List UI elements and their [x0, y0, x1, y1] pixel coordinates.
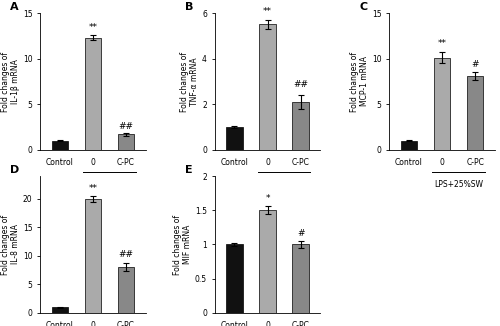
- Text: D: D: [10, 165, 20, 175]
- Text: E: E: [185, 165, 192, 175]
- Bar: [467, 76, 483, 150]
- Text: C-PC: C-PC: [292, 158, 310, 167]
- Bar: [226, 244, 242, 313]
- Text: **: **: [88, 184, 98, 193]
- Text: C-PC: C-PC: [466, 158, 484, 167]
- Text: Control: Control: [220, 158, 248, 167]
- Bar: [434, 58, 450, 150]
- Text: 0: 0: [90, 321, 96, 326]
- Text: ##: ##: [118, 122, 134, 130]
- Bar: [52, 141, 68, 150]
- Bar: [292, 244, 309, 313]
- Text: 0: 0: [90, 158, 96, 167]
- Text: **: **: [438, 39, 446, 48]
- Bar: [226, 127, 242, 150]
- Text: 0: 0: [440, 158, 444, 167]
- Text: #: #: [297, 229, 304, 238]
- Text: LPS+25%SW: LPS+25%SW: [85, 180, 134, 189]
- Text: #: #: [472, 60, 479, 69]
- Text: 0: 0: [265, 158, 270, 167]
- Text: C-PC: C-PC: [292, 321, 310, 326]
- Bar: [259, 24, 276, 150]
- Bar: [292, 102, 309, 150]
- Y-axis label: Fold changes of
IL-1β mRNA: Fold changes of IL-1β mRNA: [0, 52, 20, 111]
- Text: ##: ##: [118, 250, 134, 259]
- Text: B: B: [185, 2, 194, 12]
- Text: C: C: [360, 2, 368, 12]
- Y-axis label: Fold changes of
MCP-1 mRNA: Fold changes of MCP-1 mRNA: [350, 52, 369, 111]
- Text: A: A: [10, 2, 19, 12]
- Text: ##: ##: [293, 81, 308, 89]
- Text: LPS+25%SW: LPS+25%SW: [260, 180, 308, 189]
- Text: *: *: [265, 194, 270, 203]
- Text: Control: Control: [46, 321, 74, 326]
- Text: **: **: [88, 23, 98, 32]
- Text: C-PC: C-PC: [117, 158, 135, 167]
- Text: Control: Control: [46, 158, 74, 167]
- Bar: [401, 141, 417, 150]
- Text: **: **: [263, 7, 272, 16]
- Bar: [259, 210, 276, 313]
- Bar: [84, 199, 101, 313]
- Y-axis label: Fold changes of
MIF mRNA: Fold changes of MIF mRNA: [172, 215, 192, 274]
- Bar: [118, 134, 134, 150]
- Text: C-PC: C-PC: [117, 321, 135, 326]
- Bar: [52, 307, 68, 313]
- Bar: [118, 267, 134, 313]
- Text: Control: Control: [395, 158, 423, 167]
- Text: 0: 0: [265, 321, 270, 326]
- Text: LPS+25%SW: LPS+25%SW: [434, 180, 483, 189]
- Y-axis label: Fold changes of
TNF-α mRNA: Fold changes of TNF-α mRNA: [180, 52, 200, 111]
- Text: Control: Control: [220, 321, 248, 326]
- Bar: [84, 38, 101, 150]
- Y-axis label: Fold changes of
IL-8 mRNA: Fold changes of IL-8 mRNA: [0, 215, 20, 274]
